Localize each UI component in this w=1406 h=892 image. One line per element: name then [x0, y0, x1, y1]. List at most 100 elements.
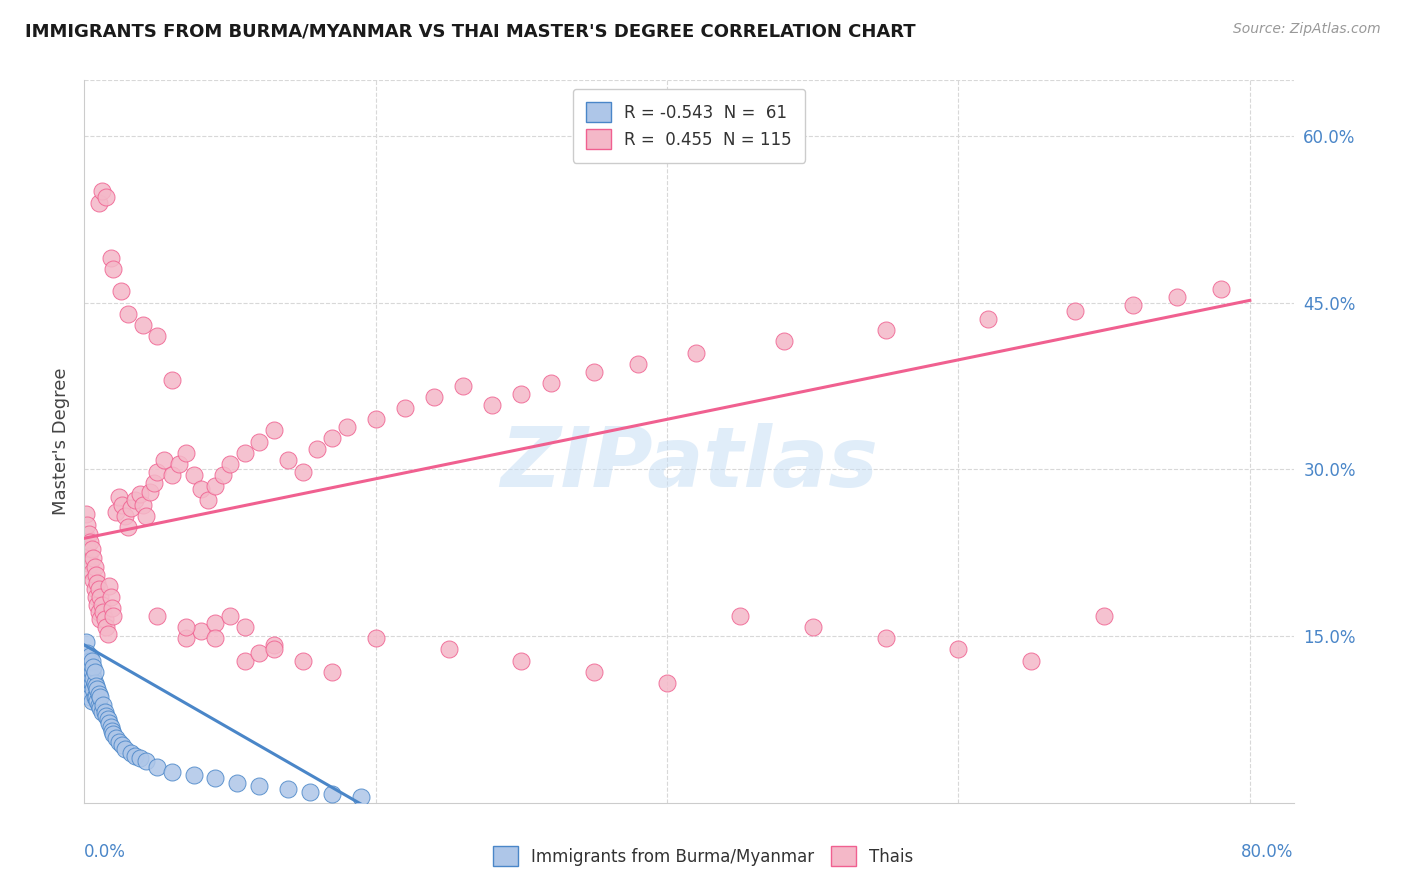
Point	[510, 386, 533, 401]
Point	[176, 445, 198, 459]
Point	[948, 642, 970, 657]
Point	[87, 687, 110, 701]
Point	[976, 312, 998, 326]
Point	[451, 379, 474, 393]
Point	[82, 551, 104, 566]
Point	[321, 787, 343, 801]
Text: Source: ZipAtlas.com: Source: ZipAtlas.com	[1233, 22, 1381, 37]
Point	[89, 701, 111, 715]
Point	[94, 612, 117, 626]
Point	[124, 749, 146, 764]
Point	[263, 642, 285, 657]
Point	[211, 467, 233, 482]
Point	[94, 705, 117, 719]
Point	[233, 445, 256, 459]
Point	[540, 376, 562, 390]
Point	[117, 307, 139, 321]
Point	[510, 653, 533, 667]
Point	[83, 560, 105, 574]
Point	[108, 490, 131, 504]
Point	[83, 665, 105, 679]
Point	[79, 671, 101, 685]
Point	[76, 662, 98, 676]
Point	[80, 653, 103, 667]
Point	[80, 665, 103, 679]
Point	[204, 615, 226, 630]
Point	[103, 727, 125, 741]
Point	[79, 690, 101, 705]
Point	[75, 673, 97, 688]
Point	[76, 540, 98, 554]
Point	[76, 657, 98, 671]
Point	[153, 453, 176, 467]
Point	[84, 590, 107, 604]
Point	[76, 646, 98, 660]
Point	[219, 457, 242, 471]
Point	[197, 493, 219, 508]
Point	[83, 675, 105, 690]
Point	[79, 660, 101, 674]
Point	[86, 682, 108, 697]
Point	[100, 590, 122, 604]
Point	[75, 507, 97, 521]
Point	[1122, 298, 1144, 312]
Point	[75, 651, 97, 665]
Point	[321, 665, 343, 679]
Point	[108, 734, 131, 748]
Point	[83, 690, 105, 705]
Point	[79, 649, 101, 664]
Point	[183, 467, 205, 482]
Point	[82, 682, 104, 697]
Point	[139, 484, 162, 499]
Point	[77, 665, 100, 679]
Point	[190, 624, 212, 638]
Point	[627, 357, 650, 371]
Point	[124, 493, 146, 508]
Point	[105, 731, 128, 746]
Point	[160, 764, 183, 779]
Point	[103, 262, 125, 277]
Point	[364, 412, 387, 426]
Legend: Immigrants from Burma/Myanmar, Thais: Immigrants from Burma/Myanmar, Thais	[486, 839, 920, 873]
Point	[583, 665, 606, 679]
Point	[82, 574, 104, 588]
Point	[277, 782, 299, 797]
Point	[90, 598, 112, 612]
Point	[90, 705, 112, 719]
Point	[131, 498, 153, 512]
Point	[481, 398, 503, 412]
Point	[143, 475, 166, 490]
Point	[77, 526, 100, 541]
Point	[423, 390, 446, 404]
Point	[89, 612, 111, 626]
Point	[131, 318, 153, 332]
Point	[91, 605, 114, 619]
Point	[204, 632, 226, 646]
Point	[77, 549, 100, 563]
Point	[97, 713, 120, 727]
Point	[146, 760, 169, 774]
Point	[233, 620, 256, 634]
Point	[183, 768, 205, 782]
Point	[100, 720, 122, 734]
Point	[160, 467, 183, 482]
Point	[772, 334, 794, 349]
Point	[96, 190, 118, 204]
Point	[96, 620, 118, 634]
Point	[91, 698, 114, 712]
Point	[204, 772, 226, 786]
Point	[77, 668, 100, 682]
Point	[103, 609, 125, 624]
Point	[1064, 304, 1087, 318]
Point	[128, 751, 150, 765]
Point	[233, 653, 256, 667]
Point	[77, 653, 100, 667]
Point	[176, 632, 198, 646]
Point	[146, 329, 169, 343]
Point	[291, 653, 314, 667]
Point	[801, 620, 824, 634]
Point	[87, 698, 110, 712]
Point	[101, 601, 124, 615]
Point	[1166, 290, 1188, 304]
Point	[77, 687, 100, 701]
